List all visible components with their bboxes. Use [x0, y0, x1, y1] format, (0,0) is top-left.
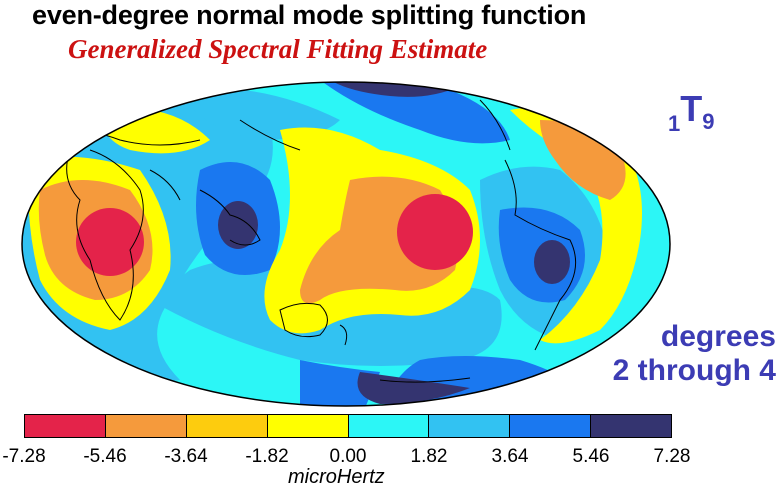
field-red-pacific — [397, 194, 473, 270]
field-red-africa — [76, 208, 144, 276]
colorbar-tick-label: -3.64 — [164, 446, 208, 467]
colorbar-bin-7 — [591, 415, 671, 437]
colorbar-bin-6 — [510, 415, 592, 437]
colorbar-tick-label: -5.46 — [83, 446, 127, 467]
colorbar-tick-label: 5.46 — [572, 446, 610, 467]
mode-label: 1T9 — [668, 88, 715, 136]
map-subtitle: Generalized Spectral Fitting Estimate — [68, 34, 488, 64]
colorbar-tick-label: 7.28 — [653, 446, 691, 467]
map-border — [21, 81, 671, 407]
map-title: even-degree normal mode splitting functi… — [32, 0, 587, 30]
mode-letter: T — [680, 88, 703, 129]
colorbar-unit: microHertz — [288, 466, 385, 488]
colorbar-tick-label: -7.28 — [2, 446, 46, 467]
degrees-label-line2: 2 through 4 — [612, 354, 776, 387]
colorbar-tick-label: 3.64 — [491, 446, 529, 467]
splitting-function-map — [21, 81, 671, 407]
colorbar-bin-4 — [348, 415, 430, 437]
colorbar-bin-1 — [105, 415, 187, 437]
mode-degree: 9 — [702, 109, 715, 135]
colorbar-bin-5 — [429, 415, 511, 437]
colorbar-tick-label: 1.82 — [410, 446, 448, 467]
field-navy-south-america — [534, 240, 570, 284]
field-blue-north — [320, 82, 510, 144]
map-field — [22, 82, 670, 406]
degrees-label-line1: degrees — [660, 320, 776, 353]
colorbar-tick-label: -1.82 — [245, 446, 289, 467]
colorbar — [24, 414, 672, 438]
colorbar-bin-3 — [267, 415, 349, 437]
mode-overtone: 1 — [668, 111, 681, 136]
colorbar-bin-0 — [25, 415, 106, 437]
field-navy-west-pacific — [218, 201, 258, 249]
colorbar-tick-label: 0.00 — [329, 446, 367, 467]
colorbar-bin-2 — [186, 415, 268, 437]
